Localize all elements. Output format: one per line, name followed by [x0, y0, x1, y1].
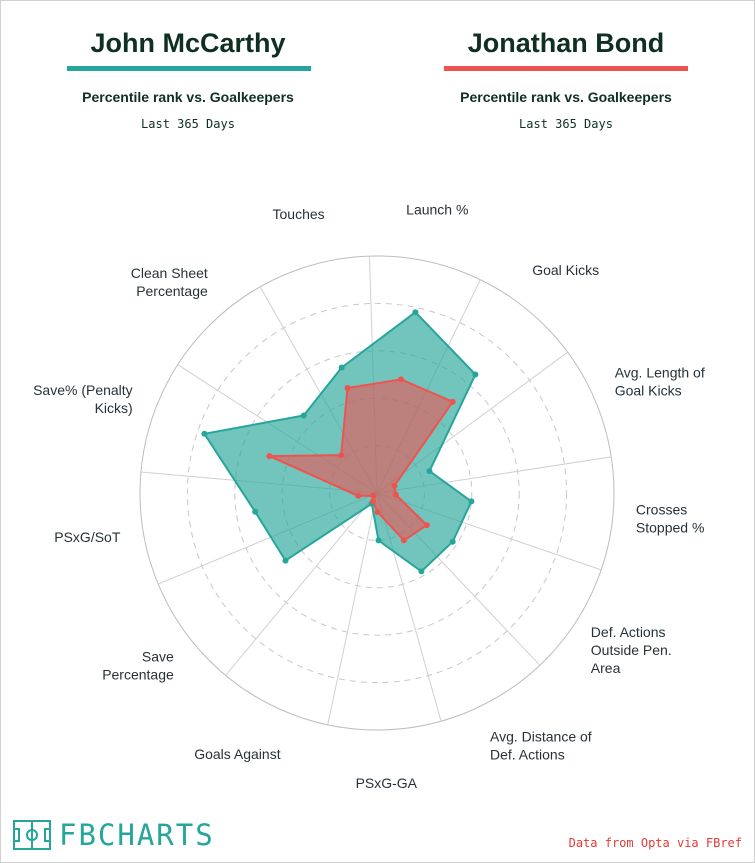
radar-spoke-0: [327, 492, 378, 725]
axis-label-3: Save% (Penalty Kicks): [33, 382, 133, 416]
axis-label-4: Clean Sheet Percentage: [131, 265, 208, 299]
series-area-1: [268, 378, 454, 542]
player-1-underline: [67, 66, 311, 71]
axis-label-5: Touches: [273, 206, 325, 222]
series-0-point-5: [338, 364, 345, 371]
series-0-point-6: [412, 309, 419, 316]
series-0-point-9: [468, 498, 475, 505]
pitch-icon: [13, 820, 51, 850]
series-area-0: [203, 311, 477, 573]
series-0-point-7: [472, 371, 479, 378]
axis-label-6: Launch %: [406, 201, 468, 217]
series-0-point-3: [201, 430, 208, 437]
player-2-subtitle: Percentile rank vs. Goalkeepers: [460, 89, 672, 105]
axis-label-11: Avg. Distance of Def. Actions: [490, 728, 592, 762]
series-1-point-2: [355, 492, 362, 499]
brand-text: FBCHARTS: [59, 818, 215, 852]
series-0-point-10: [449, 538, 456, 545]
player-2-period: Last 365 Days: [519, 117, 613, 131]
series-1-point-3: [266, 453, 273, 460]
axis-label-10: Def. Actions Outside Pen. Area: [591, 624, 672, 676]
fbcharts-logo: FBCHARTS: [13, 818, 215, 852]
series-0-point-8: [426, 468, 433, 475]
series-1-point-7: [449, 398, 456, 405]
axis-label-8: Avg. Length of Goal Kicks: [615, 365, 705, 399]
player-1-name: John McCarthy: [90, 28, 286, 58]
series-1-point-8: [391, 482, 398, 489]
series-1-point-5: [344, 385, 351, 391]
series-1-point-11: [400, 537, 407, 544]
data-source: Data from Opta via FBref: [568, 836, 742, 850]
radar-outer-ring: [139, 255, 615, 731]
player-1-period: Last 365 Days: [141, 117, 235, 131]
series-1-point-12: [374, 509, 381, 515]
series-1-point-4: [338, 452, 345, 459]
radar-spoke-1: [225, 492, 378, 676]
player-1-subtitle: Percentile rank vs. Goalkeepers: [82, 89, 294, 105]
player-2-name: Jonathan Bond: [467, 28, 665, 58]
series-0-point-12: [375, 537, 382, 544]
axis-label-9: Crosses Stopped %: [636, 502, 705, 536]
series-1-point-1: [370, 492, 377, 499]
axis-label-7: Goal Kicks: [532, 262, 599, 278]
player-2-underline: [444, 66, 688, 71]
series-0-point-4: [300, 412, 307, 419]
series-1-point-0: [369, 498, 376, 505]
axis-label-0: Goals Against: [194, 746, 280, 762]
series-0-point-1: [282, 557, 289, 564]
axis-label-2: PSxG/SoT: [54, 529, 121, 545]
axis-label-1: Save Percentage: [102, 648, 174, 682]
radar-grid-ring-3: [186, 302, 568, 684]
series-0-point-11: [418, 568, 425, 575]
series-0-point-2: [252, 508, 259, 515]
axis-label-12: PSxG-GA: [356, 775, 418, 791]
series-1-point-9: [392, 491, 399, 498]
radar-grid-ring-2: [234, 350, 520, 636]
series-1-point-10: [423, 522, 430, 529]
series-1-point-6: [398, 376, 405, 383]
